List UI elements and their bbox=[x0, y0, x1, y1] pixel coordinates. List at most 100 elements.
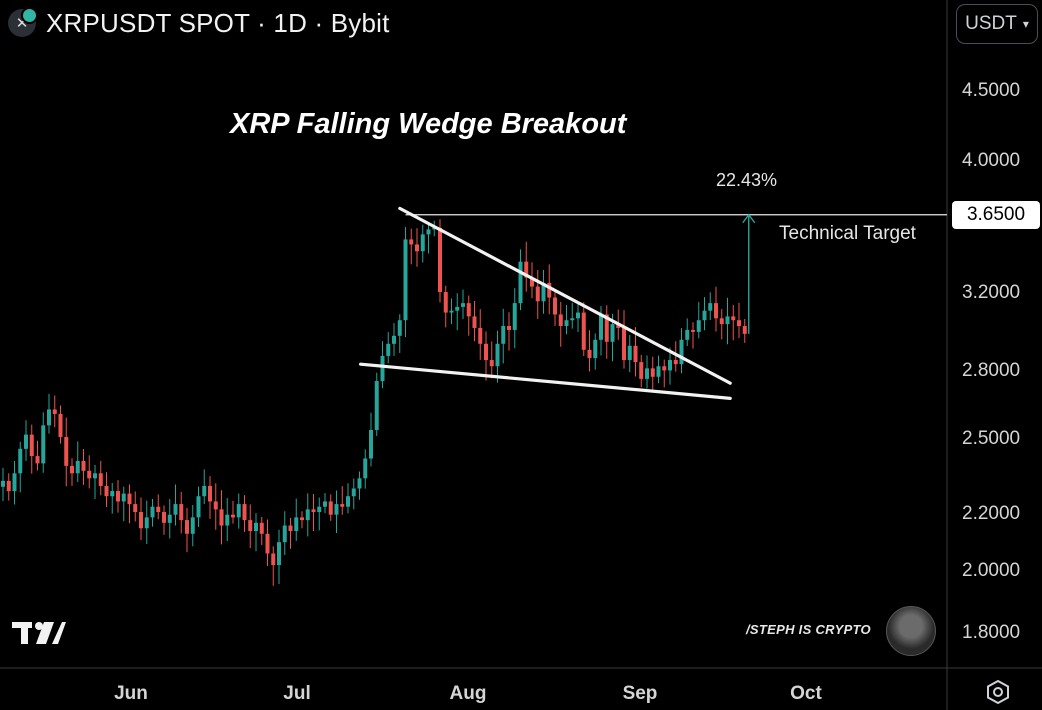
candle-body bbox=[576, 312, 580, 319]
candle-body bbox=[144, 517, 149, 529]
wedge-lower-trendline bbox=[359, 362, 732, 400]
candle-body bbox=[558, 314, 563, 327]
y-tick-label: 2.8000 bbox=[962, 360, 1021, 381]
candle-body bbox=[369, 429, 373, 459]
candle-body bbox=[691, 329, 695, 332]
candle-body bbox=[173, 504, 178, 515]
candle-body bbox=[478, 327, 483, 344]
y-tick-label: 4.0000 bbox=[962, 150, 1021, 171]
candle-body bbox=[259, 522, 264, 534]
x-tick-label: Jun bbox=[114, 683, 148, 704]
candle-body bbox=[24, 434, 28, 449]
candle-body bbox=[461, 303, 465, 307]
candle-body bbox=[645, 368, 649, 379]
candle-body bbox=[265, 533, 270, 554]
candle-body bbox=[225, 514, 230, 526]
candle-body bbox=[622, 327, 626, 361]
candle-body bbox=[346, 496, 350, 507]
status-dot bbox=[21, 7, 38, 24]
candle-body bbox=[58, 413, 63, 437]
candle-body bbox=[627, 345, 632, 361]
candle-body bbox=[98, 473, 103, 486]
candle-body bbox=[179, 504, 184, 521]
candle-body bbox=[150, 506, 155, 518]
candle-body bbox=[357, 478, 362, 489]
candle-body bbox=[167, 514, 172, 523]
candle-body bbox=[41, 425, 46, 464]
candle-body bbox=[185, 520, 189, 534]
candle-body bbox=[202, 485, 207, 497]
candle-body bbox=[714, 303, 718, 319]
candle-body bbox=[507, 326, 511, 330]
candle-body bbox=[443, 292, 448, 313]
candle-body bbox=[541, 282, 546, 302]
candle-body bbox=[236, 504, 241, 518]
y-tick-label: 3.2000 bbox=[962, 282, 1021, 303]
candle-body bbox=[334, 504, 339, 515]
currency-selector[interactable]: USDT ▾ bbox=[956, 4, 1038, 44]
candle-body bbox=[679, 339, 684, 365]
candle-body bbox=[93, 473, 97, 479]
candle-body bbox=[731, 316, 736, 321]
price-tag: 3.6500 bbox=[952, 201, 1040, 229]
candle-body bbox=[484, 343, 488, 361]
candle-body bbox=[75, 460, 80, 474]
candle-body bbox=[300, 517, 304, 521]
candle-body bbox=[162, 512, 166, 523]
candle-body bbox=[351, 488, 356, 497]
candle-body bbox=[127, 493, 132, 505]
candle-body bbox=[397, 320, 402, 336]
candle-body bbox=[328, 501, 333, 515]
candle-body bbox=[340, 504, 345, 507]
candle-body bbox=[6, 480, 11, 492]
symbol-logo-icon[interactable]: ✕ bbox=[8, 7, 38, 37]
tradingview-logo-icon[interactable] bbox=[12, 618, 66, 648]
watermark-text: /STEPH IS CRYPTO bbox=[746, 622, 871, 637]
candle-body bbox=[673, 360, 678, 365]
candle-body bbox=[719, 318, 724, 325]
candle-body bbox=[248, 520, 253, 532]
candle-body bbox=[133, 504, 138, 513]
x-tick-label: Jul bbox=[283, 683, 311, 704]
candle-body bbox=[553, 297, 557, 315]
candle-body bbox=[81, 460, 86, 471]
candle-body bbox=[501, 326, 506, 344]
chevron-down-icon: ▾ bbox=[1022, 17, 1029, 31]
candle-body bbox=[104, 485, 109, 497]
currency-label: USDT bbox=[965, 13, 1017, 34]
candle-body bbox=[380, 355, 385, 382]
candle-body bbox=[190, 517, 195, 534]
candle-body bbox=[432, 227, 437, 230]
candle-body bbox=[518, 261, 523, 304]
candle-body bbox=[242, 504, 247, 521]
symbol-title: XRPUSDT SPOT · 1D · Bybit bbox=[46, 7, 390, 38]
candle-body bbox=[305, 509, 310, 521]
settings-icon[interactable] bbox=[984, 678, 1012, 706]
candle-body bbox=[650, 368, 655, 377]
candle-body bbox=[35, 456, 40, 464]
candle-body bbox=[277, 542, 281, 566]
candle-body bbox=[587, 349, 592, 358]
candle-body bbox=[12, 473, 17, 492]
candle-body bbox=[668, 360, 672, 371]
candle-body bbox=[420, 234, 425, 252]
candle-body bbox=[455, 306, 460, 311]
candle-body bbox=[535, 286, 540, 302]
candle-body bbox=[311, 509, 316, 513]
target-percent-label: 22.43% bbox=[716, 170, 778, 190]
candle-body bbox=[593, 339, 598, 358]
candle-body bbox=[156, 506, 161, 513]
candle-body bbox=[639, 362, 644, 379]
candle-body bbox=[633, 345, 638, 363]
y-tick-label: 4.5000 bbox=[962, 80, 1021, 101]
candle-body bbox=[1, 480, 5, 487]
candle-body bbox=[110, 491, 115, 497]
chart-title: XRP Falling Wedge Breakout bbox=[230, 108, 627, 140]
candle-body bbox=[725, 316, 730, 325]
candle-body bbox=[547, 282, 552, 298]
candles-group bbox=[1, 219, 747, 586]
technical-target-label: Technical Target bbox=[779, 223, 916, 244]
candle-body bbox=[438, 227, 442, 293]
x-tick-label: Aug bbox=[449, 683, 487, 704]
